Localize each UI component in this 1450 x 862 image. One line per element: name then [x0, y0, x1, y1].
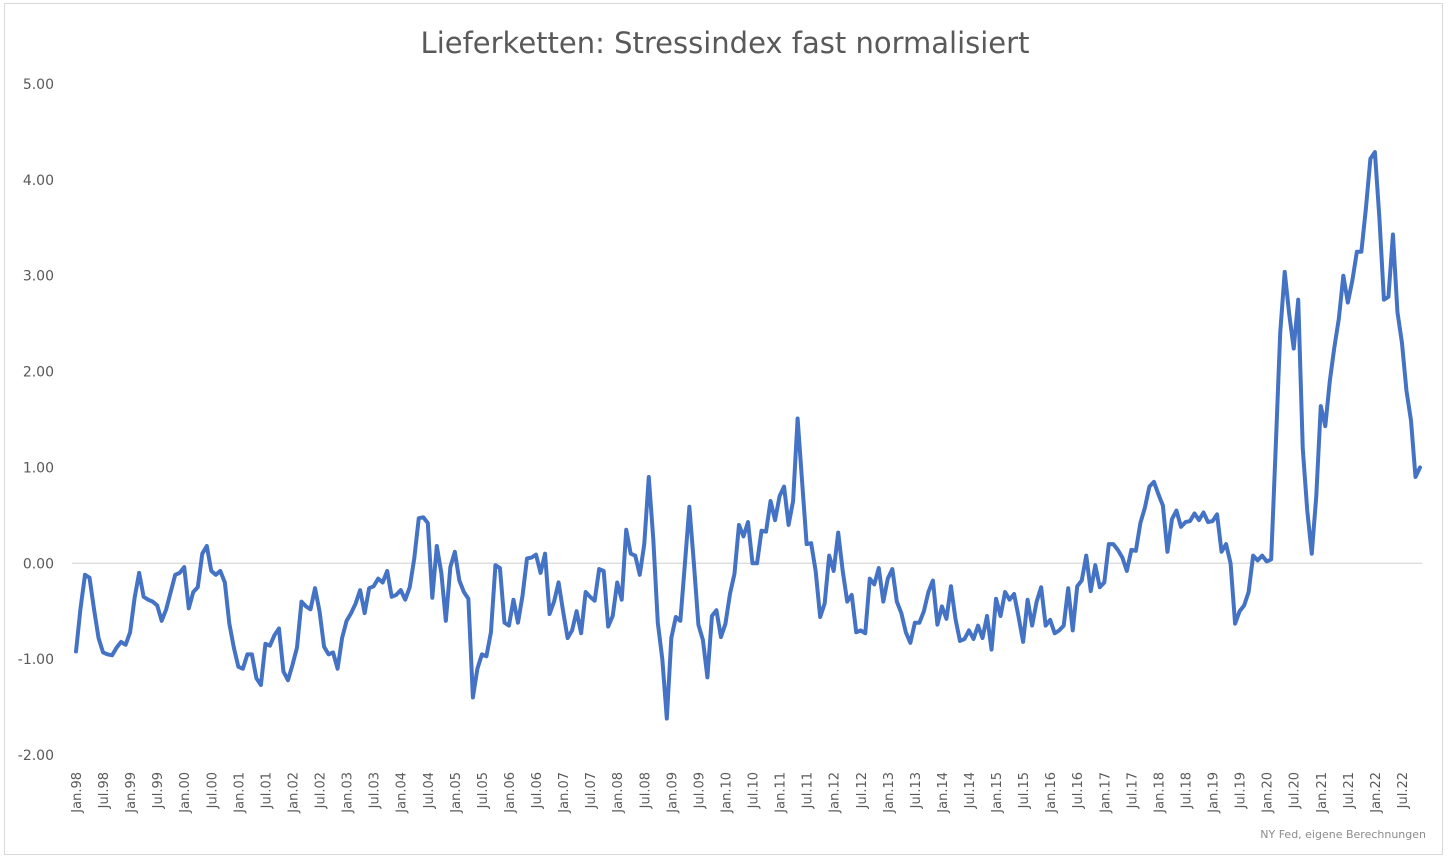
- x-tick-label: Jul.99: [151, 772, 166, 809]
- x-tick-label: Jul.16: [1071, 772, 1086, 809]
- x-tick-label: Jan.22: [1369, 772, 1384, 814]
- x-tick-label: Jul.06: [530, 772, 545, 809]
- x-tick-label: Jul.09: [692, 772, 707, 809]
- x-tick-label: Jan.07: [557, 772, 572, 814]
- x-tick-label: Jan.17: [1098, 772, 1113, 814]
- chart-frame: [4, 3, 1443, 855]
- x-tick-label: Jan.05: [449, 772, 464, 814]
- x-tick-label: Jan.18: [1152, 772, 1167, 814]
- series-line: [74, 150, 1422, 721]
- x-tick-label: Jan.11: [774, 772, 789, 814]
- y-tick-label: 3.00: [23, 269, 54, 285]
- x-tick-label: Jan.00: [178, 772, 193, 814]
- x-tick-label: Jan.09: [665, 772, 680, 814]
- x-tick-label: Jul.12: [855, 772, 870, 809]
- x-tick-label: Jul.00: [205, 772, 220, 809]
- x-tick-label: Jan.02: [286, 772, 301, 814]
- x-tick-label: Jan.19: [1207, 772, 1222, 814]
- x-tick-label: Jul.04: [422, 772, 437, 809]
- x-tick-label: Jan.13: [882, 772, 897, 814]
- x-tick-label: Jul.01: [259, 772, 274, 809]
- x-tick-label: Jul.21: [1342, 772, 1357, 809]
- x-tick-label: Jul.07: [584, 772, 599, 809]
- x-tick-label: Jan.15: [990, 772, 1005, 814]
- x-tick-label: Jul.98: [97, 772, 112, 809]
- x-tick-label: Jan.20: [1261, 772, 1276, 814]
- x-tick-label: Jul.10: [747, 772, 762, 809]
- y-tick-label: 1.00: [23, 460, 54, 476]
- x-tick-label: Jul.17: [1125, 772, 1140, 809]
- x-tick-label: Jan.21: [1315, 772, 1330, 814]
- y-tick-label: -1.00: [18, 652, 54, 668]
- chart-title: Lieferketten: Stressindex fast normalisi…: [420, 26, 1030, 60]
- x-tick-label: Jan.14: [936, 772, 951, 814]
- x-tick-label: Jan.06: [503, 772, 518, 814]
- x-tick-label: Jul.15: [1017, 772, 1032, 809]
- x-tick-label: Jul.18: [1179, 772, 1194, 809]
- y-tick-label: 0.00: [23, 556, 54, 572]
- x-tick-label: Jan.98: [70, 772, 85, 814]
- y-tick-label: 5.00: [23, 77, 54, 93]
- x-tick-label: Jul.03: [368, 772, 383, 809]
- x-tick-label: Jul.13: [909, 772, 924, 809]
- x-tick-label: Jul.11: [801, 772, 816, 809]
- x-tick-label: Jul.22: [1396, 772, 1411, 809]
- y-tick-label: -2.00: [18, 748, 54, 764]
- x-tick-label: Jul.14: [963, 772, 978, 809]
- x-tick-label: Jan.04: [395, 772, 410, 814]
- x-tick-label: Jan.12: [828, 772, 843, 814]
- x-tick-label: Jul.08: [638, 772, 653, 809]
- x-tick-label: Jan.08: [611, 772, 626, 814]
- x-axis-tick-labels: Jan.98 Jul.98 Jan.99 Jul.99 Jan.00 Jul.00 Jan.…: [70, 772, 1411, 814]
- x-tick-label: Jul.19: [1234, 772, 1249, 809]
- y-tick-label: 4.00: [23, 173, 54, 189]
- x-tick-label: Jul.02: [314, 772, 329, 809]
- source-note: NY Fed, eigene Berechnungen: [1260, 828, 1426, 841]
- x-tick-label: Jan.99: [124, 772, 139, 814]
- y-tick-label: 2.00: [23, 365, 54, 381]
- y-axis-tick-labels: -2.00 -1.00 0.00 1.00 2.00 3.00 4.00 5.00: [18, 77, 54, 764]
- x-tick-label: Jan.01: [232, 772, 247, 814]
- x-tick-label: Jul.05: [476, 772, 491, 809]
- x-tick-label: Jan.03: [341, 772, 356, 814]
- x-tick-label: Jul.20: [1288, 772, 1303, 809]
- x-tick-label: Jan.10: [719, 772, 734, 814]
- x-tick-label: Jan.16: [1044, 772, 1059, 814]
